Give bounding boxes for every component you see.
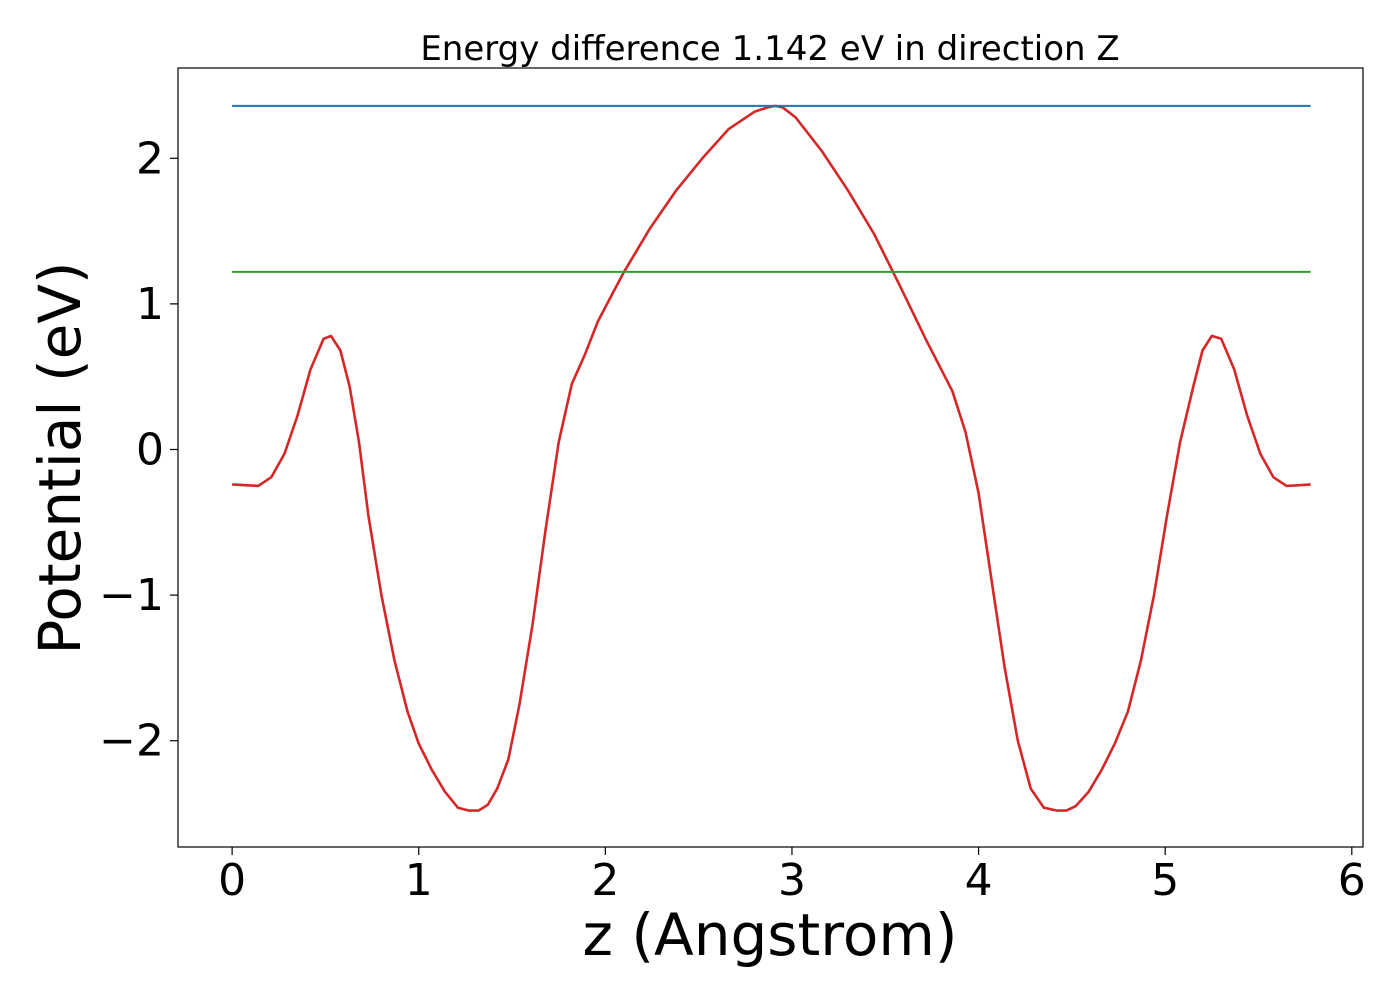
chart-title: Energy difference 1.142 eV in direction … <box>420 29 1119 69</box>
y-tick-label: 2 <box>136 133 164 184</box>
x-axis-ticks: 0 1 2 3 4 5 6 <box>218 847 1366 906</box>
x-tick-label: 4 <box>965 855 993 906</box>
y-tick-label: −2 <box>99 716 164 767</box>
y-axis-label: Potential (eV) <box>26 261 94 654</box>
x-tick-label: 2 <box>591 855 619 906</box>
series-line-0 <box>232 104 1311 812</box>
y-tick-label: 0 <box>136 424 164 475</box>
plot-lines <box>232 104 1311 812</box>
x-tick-label: 6 <box>1338 855 1366 906</box>
x-axis-label: z (Angstrom) <box>583 901 958 969</box>
axes-frame <box>177 67 1364 848</box>
y-axis-ticks: −2 −1 0 1 2 <box>99 133 178 767</box>
x-tick-label: 1 <box>405 855 433 906</box>
x-tick-label: 3 <box>778 855 806 906</box>
y-tick-label: −1 <box>99 570 164 621</box>
x-tick-label: 5 <box>1151 855 1179 906</box>
y-tick-label: 1 <box>136 279 164 330</box>
x-tick-label: 0 <box>218 855 246 906</box>
